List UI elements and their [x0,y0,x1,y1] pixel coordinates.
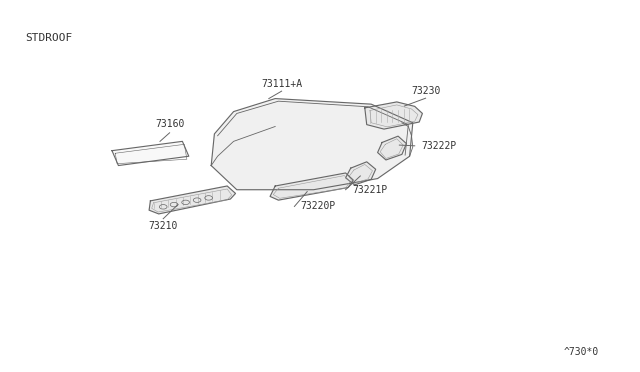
Polygon shape [112,141,189,166]
Text: ^730*0: ^730*0 [563,347,598,357]
Polygon shape [211,99,413,190]
Polygon shape [346,162,376,185]
Polygon shape [270,173,353,200]
Text: 73160: 73160 [155,119,184,129]
Text: 73222P: 73222P [421,141,456,151]
Polygon shape [365,102,422,129]
Text: STDROOF: STDROOF [26,33,73,44]
Text: 73221P: 73221P [352,185,387,195]
Text: 73111+A: 73111+A [261,79,302,89]
Polygon shape [149,186,236,214]
Text: 73230: 73230 [411,86,440,96]
Polygon shape [378,136,406,160]
Text: 73210: 73210 [148,221,178,231]
Text: 73220P: 73220P [301,202,336,211]
